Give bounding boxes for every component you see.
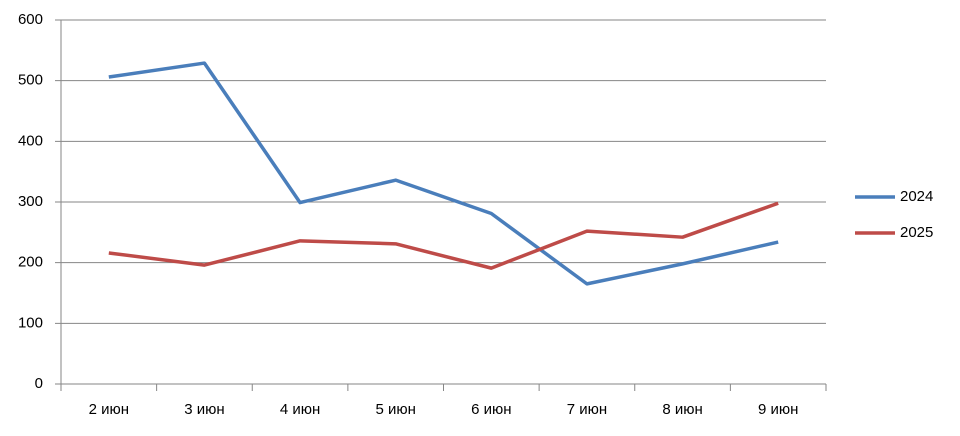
x-tick-label: 7 июн [567,401,607,418]
y-tick-label: 400 [18,132,43,149]
x-tick-label: 9 июн [758,401,798,418]
y-tick-label: 0 [35,375,43,392]
legend-label: 2025 [900,224,933,241]
y-tick-label: 200 [18,254,43,271]
x-tick-label: 3 июн [184,401,224,418]
series-line [108,201,779,270]
y-tick-label: 600 [18,11,43,28]
series-line [108,61,779,286]
x-tick-label: 4 июн [280,401,320,418]
y-tick-label: 100 [18,314,43,331]
x-tick-label: 6 июн [471,401,511,418]
x-tick-label: 2 июн [89,401,129,418]
x-tick-label: 8 июн [662,401,702,418]
legend-label: 2024 [900,188,933,205]
x-tick-label: 5 июн [375,401,415,418]
y-tick-label: 500 [18,72,43,89]
y-tick-label: 300 [18,193,43,210]
